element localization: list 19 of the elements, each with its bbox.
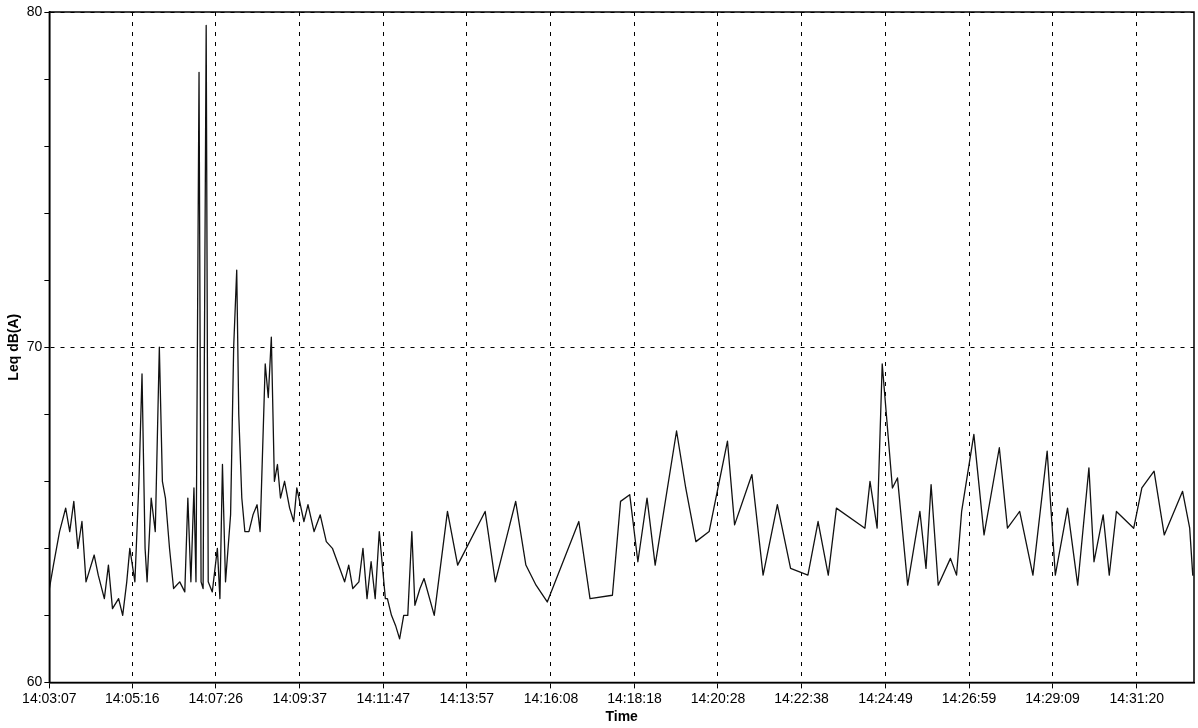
- x-tick-label: 14:26:59: [941, 689, 997, 706]
- x-tick-label: 14:13:57: [439, 689, 495, 706]
- x-tick-label: 14:11:47: [356, 689, 411, 706]
- x-tick-label: 14:05:16: [104, 689, 160, 706]
- y-tick-label: 60: [26, 673, 43, 690]
- x-tick-label: 14:29:09: [1025, 689, 1081, 706]
- x-tick-label: 14:22:38: [774, 689, 829, 706]
- x-tick-label: 14:09:37: [272, 689, 328, 706]
- y-axis-title: Leq dB(A): [5, 313, 22, 381]
- y-tick-label: 70: [26, 338, 43, 355]
- x-tick-label: 14:31:20: [1109, 689, 1165, 706]
- x-tick-label: 14:16:08: [523, 689, 579, 706]
- y-tick-label: 80: [26, 2, 43, 19]
- x-tick-label: 14:18:18: [607, 689, 662, 706]
- x-tick-label: 14:07:26: [188, 689, 244, 706]
- x-tick-label: 14:24:49: [858, 689, 914, 706]
- x-tick-label: 14:03:07: [22, 689, 77, 706]
- x-tick-label: 14:20:28: [690, 689, 746, 706]
- x-axis-title: Time: [605, 708, 639, 725]
